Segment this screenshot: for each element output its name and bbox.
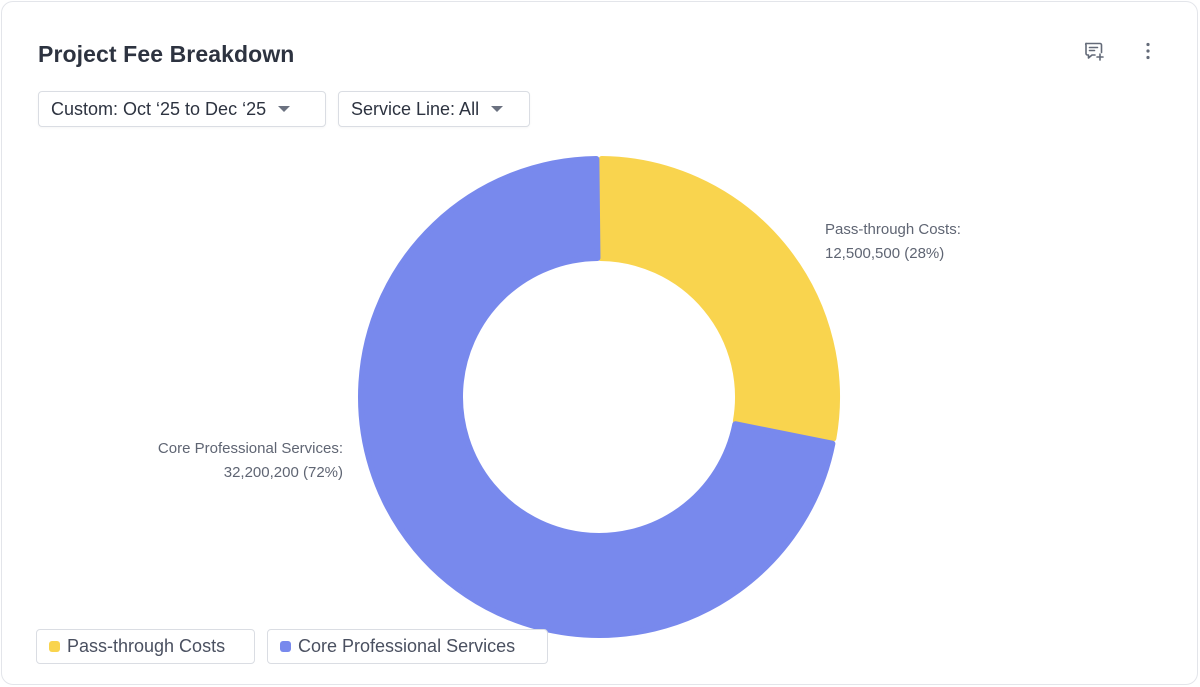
date-range-label: Custom: Oct ‘25 to Dec ‘25 bbox=[51, 98, 267, 119]
more-vertical-icon bbox=[1146, 42, 1150, 60]
service-line-filter[interactable]: Service Line: All bbox=[338, 91, 530, 127]
service-line-label: Service Line: All bbox=[351, 98, 480, 119]
legend-label: Pass-through Costs bbox=[67, 636, 226, 656]
caret-down-icon bbox=[278, 105, 291, 113]
add-comment-button[interactable] bbox=[1079, 36, 1109, 66]
slice-pass-through-costs[interactable] bbox=[597, 156, 840, 442]
legend-swatch bbox=[280, 641, 291, 652]
more-options-button[interactable] bbox=[1133, 36, 1163, 66]
slice-label-pass-through-value: 12,500,500 (28%) bbox=[825, 245, 944, 262]
slice-label-pass-through-name: Pass-through Costs: bbox=[825, 221, 961, 238]
legend-item-pass-through-costs[interactable]: Pass-through Costs bbox=[36, 629, 255, 664]
legend-item-core-professional-services[interactable]: Core Professional Services bbox=[267, 629, 548, 664]
caret-down-icon bbox=[491, 105, 504, 113]
slice-label-core-value: 32,200,200 (72%) bbox=[224, 464, 343, 481]
comment-add-icon bbox=[1085, 42, 1104, 61]
widget-title: Project Fee Breakdown bbox=[38, 41, 295, 67]
legend-swatch bbox=[49, 641, 60, 652]
date-range-filter[interactable]: Custom: Oct ‘25 to Dec ‘25 bbox=[38, 91, 326, 127]
slice-core-professional-services[interactable] bbox=[358, 156, 836, 638]
legend-label: Core Professional Services bbox=[298, 636, 516, 656]
slice-label-core-name: Core Professional Services: bbox=[158, 440, 343, 457]
